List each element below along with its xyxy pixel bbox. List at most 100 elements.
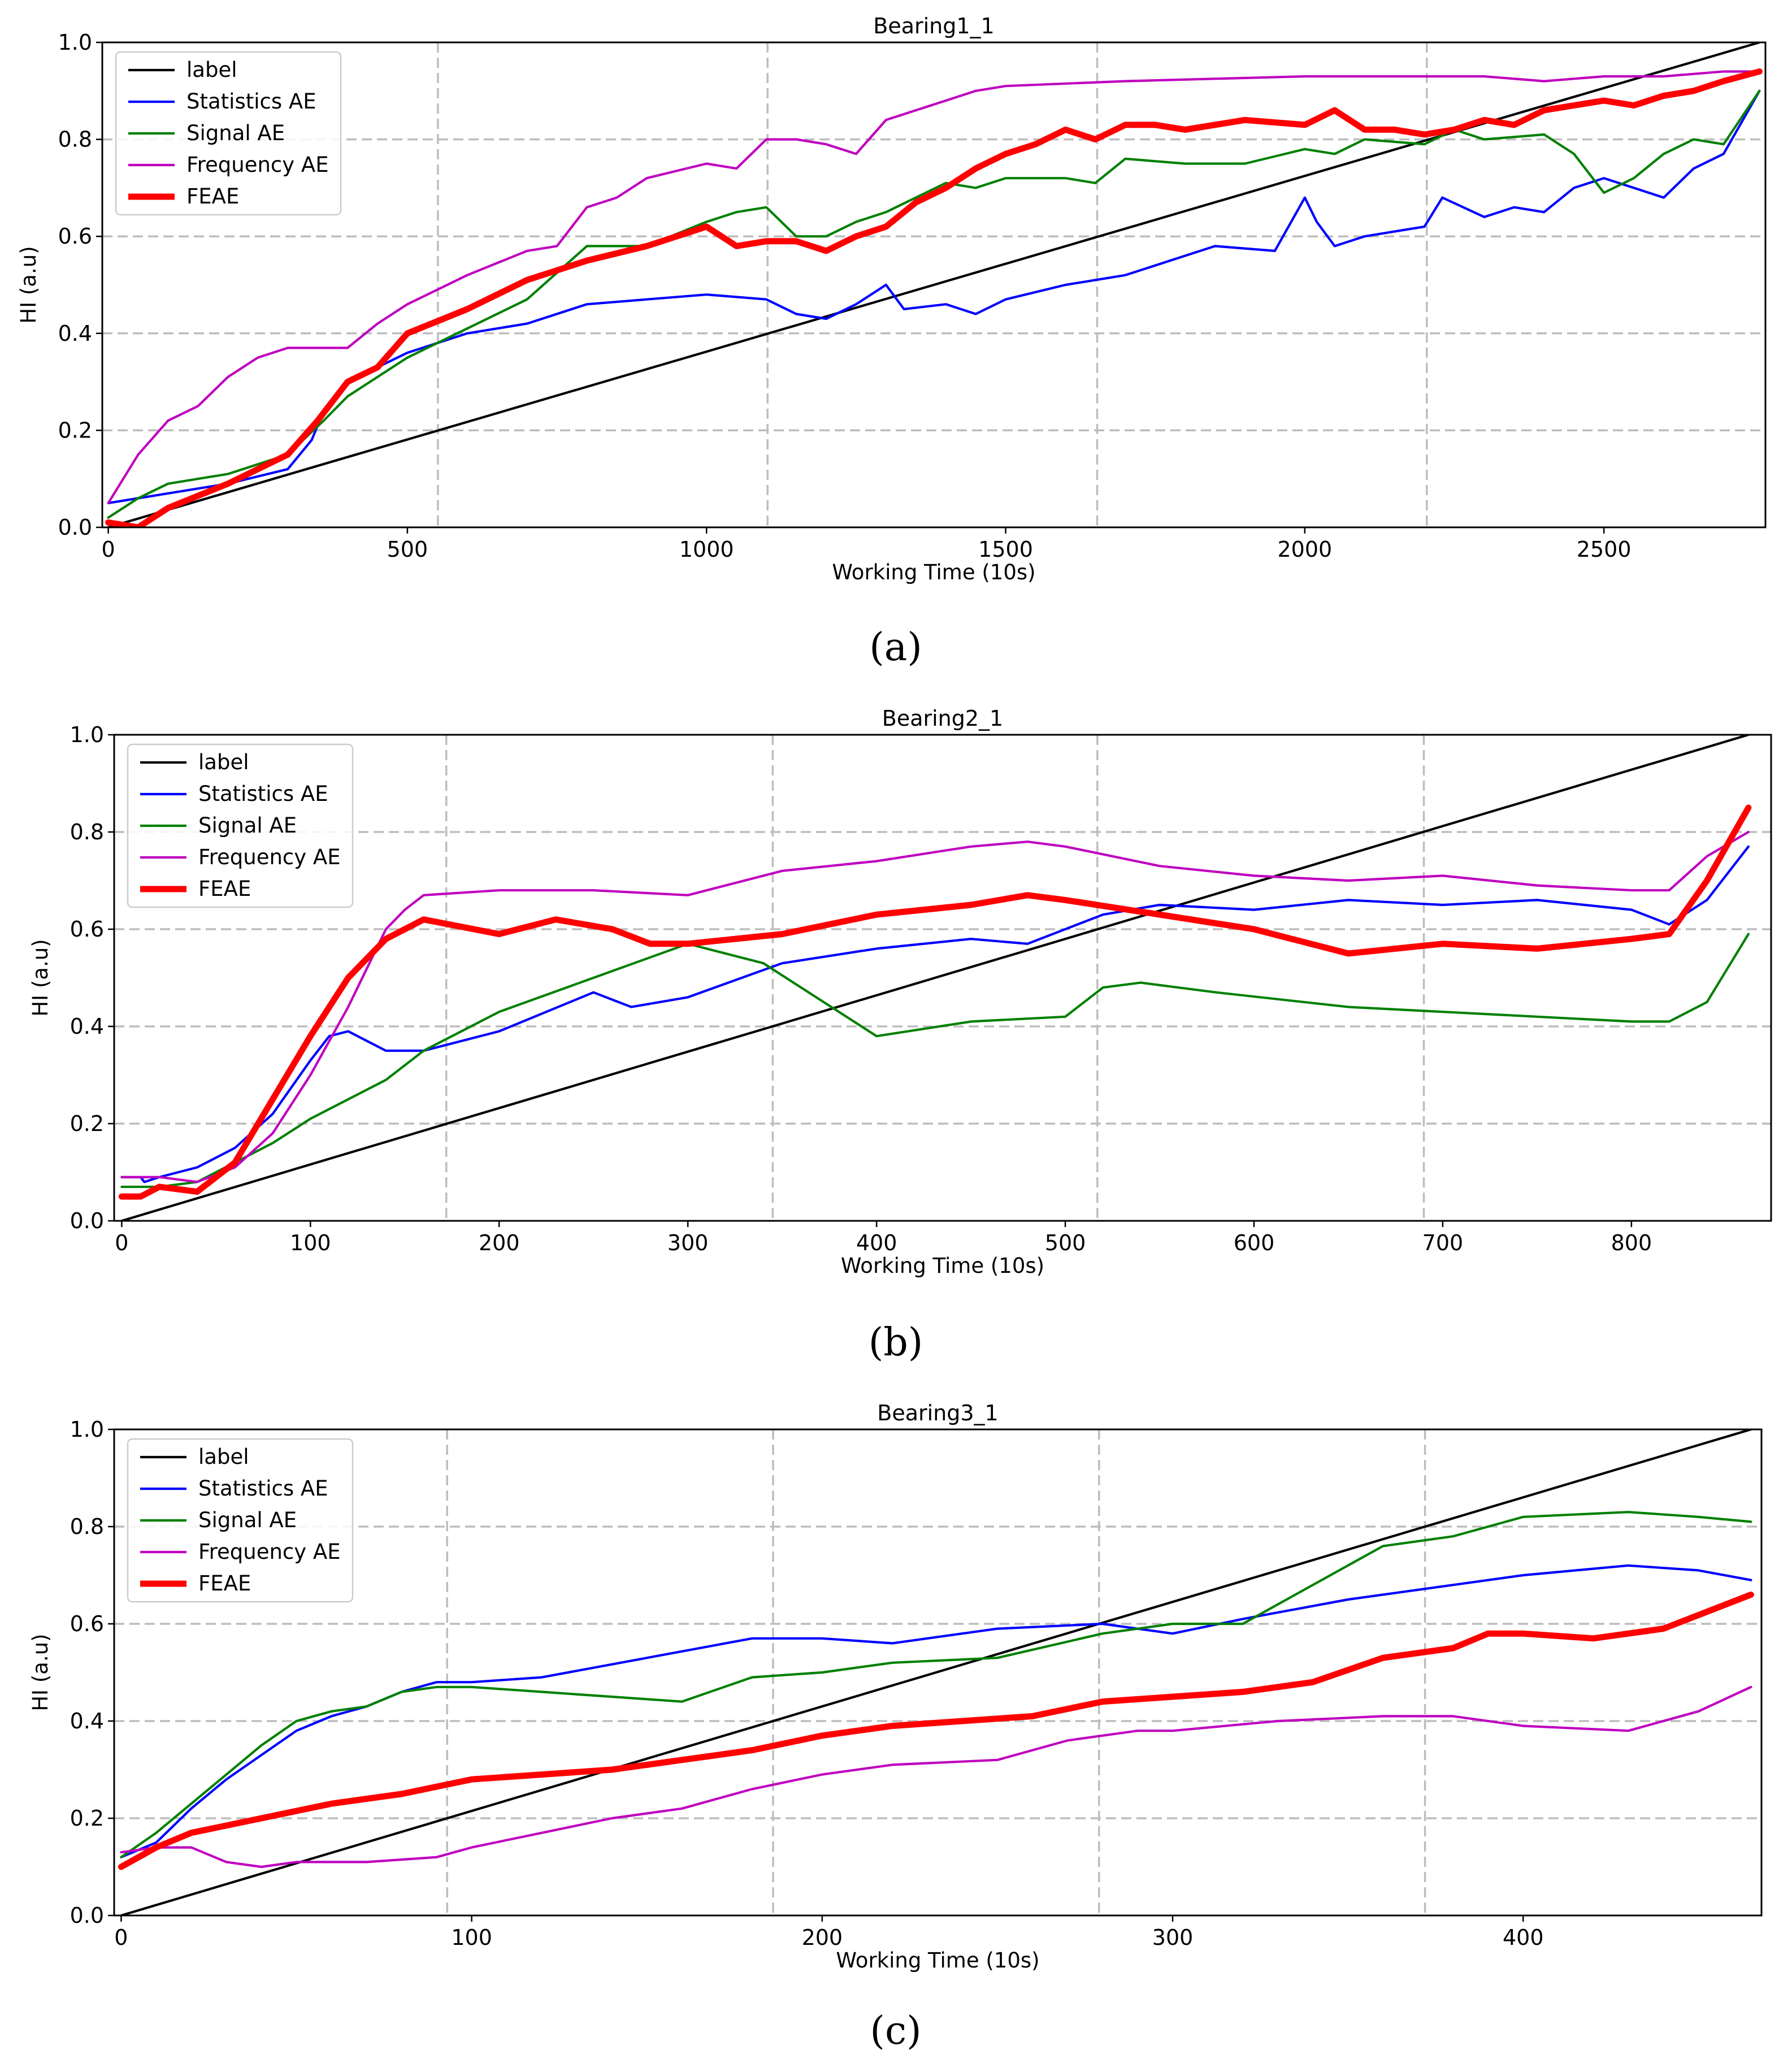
series-statistics-ae — [120, 1564, 1752, 1858]
legend-label: FEAE — [198, 1571, 251, 1596]
series-frequency-ae — [107, 70, 1761, 505]
legend-label: label — [198, 1445, 249, 1469]
legend-box — [127, 1438, 354, 1603]
x-tick-label: 600 — [1234, 1230, 1275, 1255]
y-axis-label: HI (a.u) — [16, 246, 41, 323]
panel-caption: (c) — [870, 2009, 921, 2053]
y-axis-label: HI (a.u) — [28, 1633, 53, 1711]
legend-label: Statistics AE — [198, 1476, 328, 1501]
plot-frame — [101, 41, 1767, 528]
chart-2: 0 100 200 300 400 500 600 700 800 0.0 0.2 0.4 0.6 0.8… — [28, 706, 1772, 1365]
y-tick-label: 0.8 — [70, 820, 104, 844]
chart-1: 0 500 1000 1500 2000 2500 0.0 0.2 0.4 0.6 0.8 1.0 Be… — [16, 14, 1767, 670]
series-frequency-ae — [120, 1685, 1752, 1869]
x-tick-label: 800 — [1611, 1230, 1652, 1255]
x-tick-label: 1000 — [679, 537, 734, 562]
series-statistics-ae — [107, 89, 1761, 505]
chart-3: 0 100 200 300 400 0.0 0.2 0.4 0.6 0.8 1.0 Bearing3_… — [28, 1401, 1763, 2053]
panel-c: 0 100 200 300 400 0.0 0.2 0.4 0.6 0.8 1.0 Bearing3_… — [0, 1388, 1792, 2063]
y-tick-label: 0.4 — [70, 1709, 104, 1733]
y-tick-label: 0.8 — [58, 127, 92, 152]
x-tick-label: 100 — [451, 1925, 492, 1950]
legend-label: Statistics AE — [186, 89, 316, 114]
series-label — [120, 1429, 1752, 1915]
panel-b: 0 100 200 300 400 500 600 700 800 0.0 0.2 0.4 0.6 0.8… — [0, 694, 1792, 1388]
series-group — [118, 735, 1752, 1221]
y-tick-label: 0.6 — [70, 917, 104, 942]
series-feae — [118, 804, 1752, 1200]
legend-label: Frequency AE — [186, 153, 329, 177]
legend-label: FEAE — [198, 877, 251, 901]
plot-frame — [113, 734, 1772, 1222]
y-tick-label: 0.4 — [58, 321, 92, 346]
x-axis-label: Working Time (10s) — [836, 1948, 1039, 1973]
chart-title: Bearing1_1 — [873, 14, 994, 38]
y-axis-label: HI (a.u) — [28, 939, 53, 1016]
legend-label: label — [198, 750, 249, 774]
x-tick-label: 1500 — [978, 537, 1033, 562]
y-tick-label: 1.0 — [58, 30, 92, 55]
plot-frame — [113, 1428, 1763, 1917]
x-axis-label: Working Time (10s) — [841, 1254, 1044, 1278]
x-tick-label: 400 — [1503, 1925, 1544, 1950]
series-feae — [105, 68, 1763, 527]
legend-box — [115, 51, 342, 216]
chart-title: Bearing3_1 — [877, 1401, 998, 1425]
legend-box — [127, 743, 354, 908]
x-tick-label: 0 — [101, 537, 115, 562]
series-signal-ae — [120, 1511, 1752, 1858]
legend-label: Frequency AE — [198, 845, 341, 869]
x-tick-label: 300 — [667, 1230, 709, 1255]
legend-label: Statistics AE — [198, 782, 328, 806]
legend-label: label — [186, 58, 237, 82]
panel-a: 0 500 1000 1500 2000 2500 0.0 0.2 0.4 0.6 0.8 1.0 Be… — [0, 0, 1792, 694]
x-tick-label: 200 — [802, 1925, 843, 1950]
series-signal-ae — [107, 89, 1761, 519]
series-label — [107, 42, 1761, 527]
grid-lines — [114, 1429, 1761, 1915]
y-tick-label: 0.0 — [58, 515, 92, 540]
legend: label Statistics AE Signal AE Frequency AE F… — [127, 1438, 354, 1603]
legend-label: Frequency AE — [198, 1540, 341, 1564]
series-feae — [118, 1591, 1754, 1870]
series-signal-ae — [120, 933, 1750, 1188]
y-tick-label: 0.4 — [70, 1014, 104, 1039]
y-tick-label: 0.2 — [70, 1111, 104, 1136]
legend-label: FEAE — [186, 184, 239, 209]
legend-label: Signal AE — [186, 121, 285, 145]
legend: label Statistics AE Signal AE Frequency AE F… — [127, 743, 354, 908]
y-tick-label: 0.2 — [58, 418, 92, 443]
legend-label: Signal AE — [198, 1508, 297, 1532]
grid-lines — [102, 42, 1765, 527]
series-frequency-ae — [120, 830, 1750, 1184]
x-tick-label: 300 — [1152, 1925, 1194, 1950]
x-tick-label: 100 — [290, 1230, 331, 1255]
y-tick-label: 0.6 — [58, 224, 92, 249]
x-tick-label: 500 — [1045, 1230, 1086, 1255]
y-tick-label: 0.8 — [70, 1514, 104, 1539]
series-group — [118, 1429, 1754, 1915]
legend: label Statistics AE Signal AE Frequency AE F… — [115, 51, 342, 216]
x-tick-label: 0 — [115, 1230, 128, 1255]
series-statistics-ae — [120, 845, 1750, 1184]
y-tick-label: 0.2 — [70, 1806, 104, 1831]
y-tick-label: 1.0 — [70, 1417, 104, 1442]
panel-caption: (a) — [869, 625, 922, 670]
y-tick-label: 1.0 — [70, 722, 104, 747]
x-tick-label: 700 — [1422, 1230, 1464, 1255]
chart-title: Bearing2_1 — [882, 706, 1003, 731]
x-tick-label: 2000 — [1277, 537, 1332, 562]
x-tick-label: 400 — [856, 1230, 897, 1255]
panel-caption: (b) — [869, 1320, 923, 1365]
legend-label: Signal AE — [198, 813, 297, 838]
x-tick-label: 0 — [114, 1925, 128, 1950]
x-tick-label: 500 — [387, 537, 428, 562]
series-group — [105, 42, 1763, 527]
y-tick-label: 0.6 — [70, 1611, 104, 1636]
series-label — [120, 735, 1750, 1221]
x-axis-label: Working Time (10s) — [832, 560, 1035, 584]
y-tick-label: 0.0 — [70, 1208, 104, 1233]
x-tick-label: 200 — [479, 1230, 520, 1255]
y-tick-label: 0.0 — [70, 1903, 104, 1928]
x-tick-label: 2500 — [1577, 537, 1632, 562]
